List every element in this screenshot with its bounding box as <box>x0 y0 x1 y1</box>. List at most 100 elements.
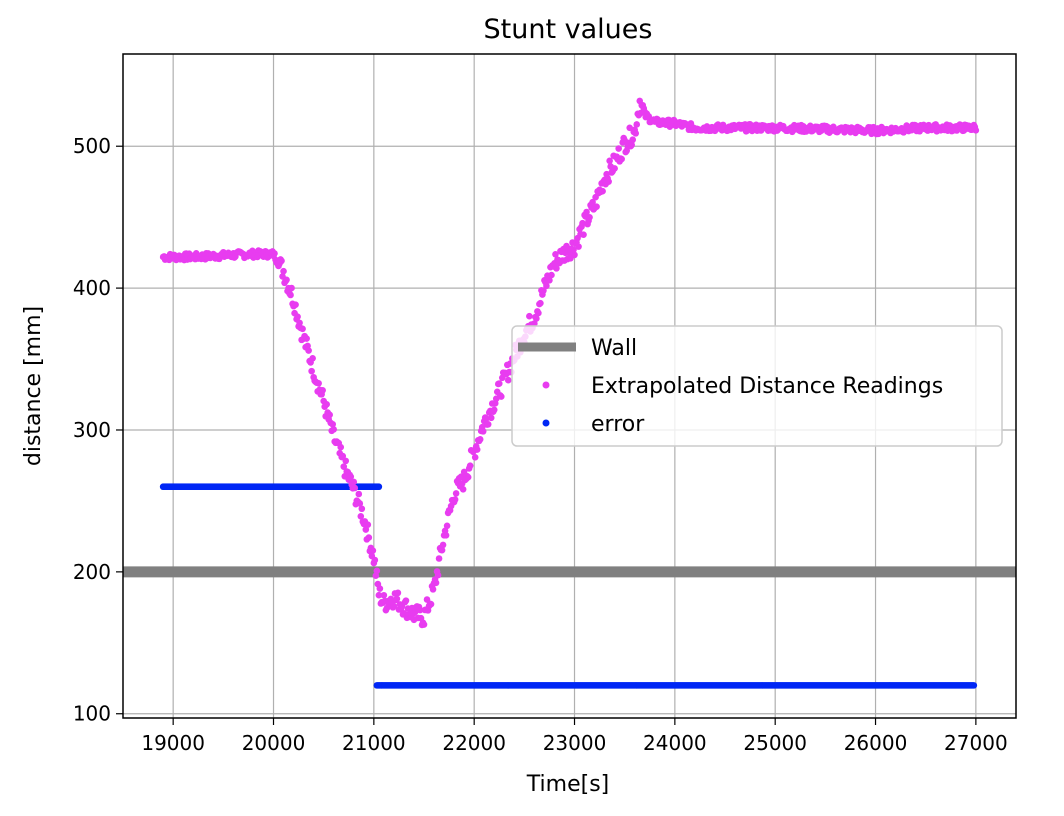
extrapolated-point <box>628 141 636 149</box>
extrapolated-point <box>337 443 345 451</box>
extrapolated-point <box>553 265 560 272</box>
extrapolated-point <box>443 522 451 530</box>
extrapolated-point <box>364 521 372 529</box>
extrapolated-point <box>535 309 542 317</box>
extrapolated-point <box>464 473 472 481</box>
extrapolated-point <box>432 579 440 587</box>
y-tick-label: 300 <box>73 418 111 442</box>
extrapolated-point <box>296 319 303 327</box>
extrapolated-point <box>452 490 460 497</box>
extrapolated-point <box>371 556 379 564</box>
y-tick-label: 500 <box>73 134 111 158</box>
extrapolated-point <box>369 547 377 554</box>
extrapolated-point <box>340 463 348 470</box>
x-tick-label: 24000 <box>643 731 707 755</box>
extrapolated-point <box>305 347 312 354</box>
extrapolated-point <box>476 436 484 443</box>
extrapolated-point <box>526 312 533 320</box>
extrapolated-point <box>615 145 622 152</box>
extrapolated-point <box>347 473 355 481</box>
extrapolated-point <box>380 591 388 599</box>
extrapolated-point <box>315 379 322 387</box>
legend-wall-label: Wall <box>591 336 637 361</box>
extrapolated-point <box>633 121 641 128</box>
extrapolated-point <box>329 420 337 428</box>
extrapolated-point <box>583 208 590 216</box>
extrapolated-point <box>271 250 278 257</box>
extrapolated-point <box>451 496 459 503</box>
extrapolated-point <box>543 282 550 290</box>
extrapolated-point <box>552 251 559 258</box>
extrapolated-point <box>537 299 544 307</box>
extrapolated-point <box>326 411 333 419</box>
error-point <box>375 483 383 491</box>
error-series <box>159 483 978 689</box>
extrapolated-point <box>586 213 593 221</box>
extrapolated-point <box>484 421 492 428</box>
extrapolated-point <box>466 462 474 469</box>
extrapolated-point <box>373 567 381 575</box>
extrapolated-point <box>309 354 316 362</box>
extrapolated-point <box>473 446 481 453</box>
extrapolated-point <box>540 287 547 294</box>
extrapolated-point <box>303 335 310 342</box>
extrapolated-point <box>299 325 306 333</box>
extrapolated-point <box>546 276 553 284</box>
extrapolated-point <box>495 380 503 387</box>
extrapolated-point <box>599 187 606 195</box>
x-tick-label: 20000 <box>242 731 306 755</box>
extrapolated-point <box>427 600 435 608</box>
chart-title: Stunt values <box>484 14 653 45</box>
x-tick-label: 21000 <box>342 731 406 755</box>
extrapolated-point <box>611 165 618 172</box>
extrapolated-point <box>490 406 498 414</box>
extrapolated-point <box>342 457 350 465</box>
y-tick-label: 100 <box>73 702 111 726</box>
extrapolated-point <box>376 585 384 592</box>
extrapolated-point <box>548 271 555 279</box>
extrapolated-point <box>402 597 410 604</box>
extrapolated-point <box>442 532 450 539</box>
legend: Wall Extrapolated Distance Readings erro… <box>511 325 1003 447</box>
extrapolated-point <box>629 136 637 144</box>
x-tick-label: 25000 <box>743 731 807 755</box>
extrapolated-point <box>292 301 299 308</box>
legend-error-swatch <box>542 419 550 427</box>
y-tick-label: 200 <box>73 560 111 584</box>
extrapolated-point <box>308 367 315 375</box>
extrapolated-point <box>339 452 347 460</box>
x-tick-label: 27000 <box>944 731 1008 755</box>
extrapolated-point <box>482 415 490 423</box>
extrapolated-point <box>459 485 467 493</box>
extrapolated-point <box>563 242 570 250</box>
extrapolated-point <box>390 602 398 610</box>
extrapolated-point <box>972 127 980 134</box>
legend-box <box>511 325 1003 447</box>
extrapolated-point <box>429 586 437 593</box>
extrapolated-point <box>575 243 582 250</box>
extrapolated-point <box>319 386 326 394</box>
extrapolated-point <box>531 320 538 327</box>
error-point <box>970 682 978 689</box>
extrapolated-point <box>394 589 402 597</box>
extrapolated-series <box>159 97 980 629</box>
extrapolated-point <box>420 621 428 628</box>
extrapolated-point <box>393 595 401 603</box>
extrapolated-point <box>280 267 287 275</box>
extrapolated-point <box>606 157 613 165</box>
extrapolated-point <box>593 203 600 210</box>
extrapolated-point <box>434 571 442 579</box>
extrapolated-point <box>355 490 363 498</box>
plot-frame <box>122 53 1017 719</box>
plot-area <box>122 53 1017 719</box>
legend-error-label: error <box>591 412 645 437</box>
y-axis-label: distance [mm] <box>21 306 46 466</box>
extrapolated-point <box>375 591 383 599</box>
extrapolated-point <box>351 484 359 492</box>
extrapolated-point <box>589 198 596 206</box>
extrapolated-point <box>278 257 285 265</box>
extrapolated-point <box>288 284 295 292</box>
x-tick-label: 26000 <box>844 731 908 755</box>
x-axis-label: Time[s] <box>526 772 609 797</box>
x-axis: 19000 20000 21000 22000 23000 24000 25000 26000… <box>141 718 1008 755</box>
